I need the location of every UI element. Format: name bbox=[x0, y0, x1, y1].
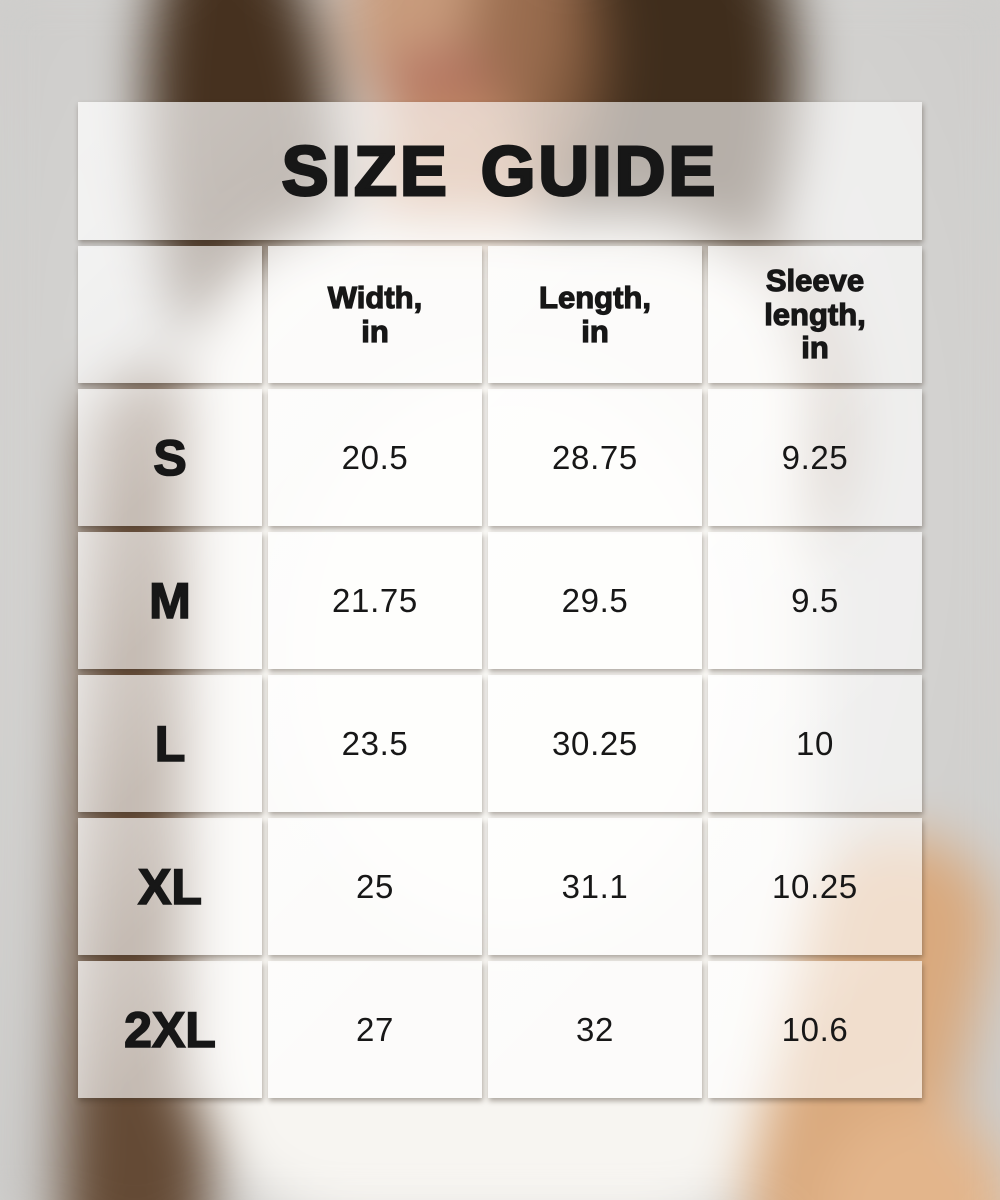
value-width-2xl: 27 bbox=[268, 961, 482, 1098]
value-width-l: 23.5 bbox=[268, 675, 482, 812]
col-header-width: Width, in bbox=[268, 246, 482, 383]
size-guide-title: SIZE GUIDE bbox=[78, 102, 922, 240]
value-length-l: 30.25 bbox=[488, 675, 702, 812]
value-length-s: 28.75 bbox=[488, 389, 702, 526]
size-label-2xl: 2XL bbox=[78, 961, 262, 1098]
value-width-m: 21.75 bbox=[268, 532, 482, 669]
value-width-xl: 25 bbox=[268, 818, 482, 955]
size-label-xl: XL bbox=[78, 818, 262, 955]
size-label-m: M bbox=[78, 532, 262, 669]
col-header-length: Length, in bbox=[488, 246, 702, 383]
value-sleeve-l: 10 bbox=[708, 675, 922, 812]
value-length-m: 29.5 bbox=[488, 532, 702, 669]
value-sleeve-2xl: 10.6 bbox=[708, 961, 922, 1098]
size-label-l: L bbox=[78, 675, 262, 812]
value-sleeve-s: 9.25 bbox=[708, 389, 922, 526]
value-length-xl: 31.1 bbox=[488, 818, 702, 955]
size-guide-table: SIZE GUIDE Width, in Length, in Sleeve l… bbox=[78, 102, 922, 1098]
col-header-size bbox=[78, 246, 262, 383]
value-sleeve-xl: 10.25 bbox=[708, 818, 922, 955]
col-header-sleeve-length: Sleeve length, in bbox=[708, 246, 922, 383]
value-sleeve-m: 9.5 bbox=[708, 532, 922, 669]
value-length-2xl: 32 bbox=[488, 961, 702, 1098]
value-width-s: 20.5 bbox=[268, 389, 482, 526]
size-label-s: S bbox=[78, 389, 262, 526]
